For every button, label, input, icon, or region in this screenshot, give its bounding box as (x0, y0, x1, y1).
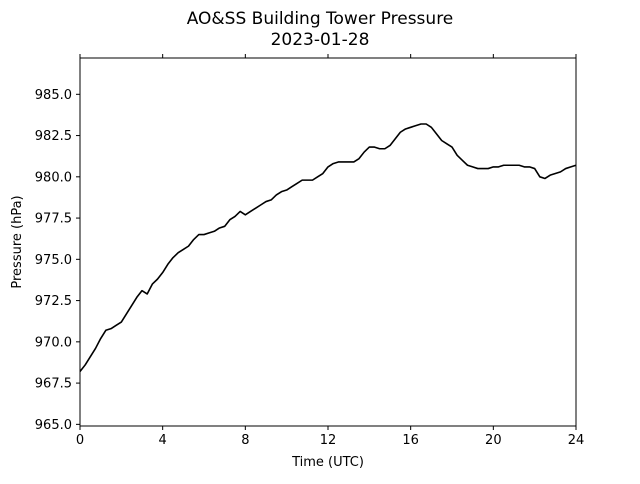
x-axis-label: Time (UTC) (291, 455, 364, 470)
x-tick-label-1: 4 (159, 433, 167, 448)
y-tick-label-6: 980.0 (35, 170, 72, 185)
x-tick-label-6: 24 (568, 433, 585, 448)
y-tick-label-3: 972.5 (35, 294, 72, 309)
y-tick-label-0: 965.0 (35, 418, 72, 433)
y-tick-label-7: 982.5 (35, 129, 72, 144)
y-tick-label-1: 967.5 (35, 377, 72, 392)
x-tick-label-4: 16 (402, 433, 419, 448)
series-line-0 (79, 123, 577, 373)
x-tick-label-0: 0 (76, 433, 84, 448)
plot-frame (79, 57, 577, 427)
x-tick-label-2: 8 (241, 433, 249, 448)
chart-title: AO&SS Building Tower Pressure (187, 9, 454, 29)
chart-subtitle: 2023-01-28 (271, 30, 370, 50)
y-axis-label: Pressure (hPa) (10, 195, 25, 288)
y-tick-label-4: 975.0 (35, 253, 72, 268)
x-tick-label-3: 12 (320, 433, 337, 448)
y-tick-label-5: 977.5 (35, 212, 72, 227)
plot-area: 0 4 8 12 16 20 24 965.0 967.5 970.0 972.5 975.0 977.… (35, 54, 584, 448)
x-tick-label-5: 20 (485, 433, 502, 448)
y-tick-label-8: 985.0 (35, 88, 72, 103)
y-tick-label-2: 970.0 (35, 335, 72, 350)
